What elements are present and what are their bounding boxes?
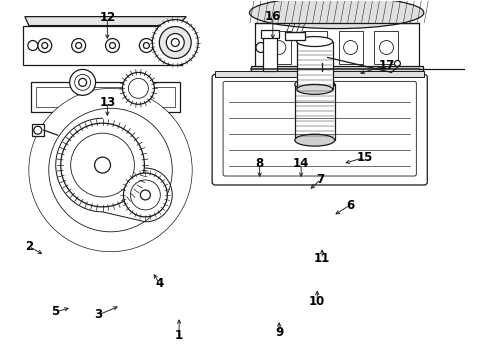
Circle shape bbox=[316, 51, 328, 63]
Bar bbox=[36, 87, 175, 107]
Circle shape bbox=[74, 75, 91, 90]
Circle shape bbox=[256, 42, 266, 53]
Circle shape bbox=[75, 42, 82, 49]
Text: 6: 6 bbox=[346, 199, 354, 212]
Text: 16: 16 bbox=[265, 10, 281, 23]
Circle shape bbox=[166, 33, 184, 51]
Circle shape bbox=[343, 41, 358, 54]
Bar bbox=[23, 26, 182, 66]
Text: 8: 8 bbox=[255, 157, 264, 170]
Circle shape bbox=[130, 180, 160, 210]
Bar bbox=[31, 82, 180, 112]
Circle shape bbox=[128, 78, 148, 98]
Ellipse shape bbox=[297, 84, 333, 94]
Circle shape bbox=[71, 133, 134, 197]
Circle shape bbox=[123, 173, 167, 217]
Circle shape bbox=[172, 39, 179, 46]
Bar bbox=[215, 71, 424, 77]
Ellipse shape bbox=[295, 134, 335, 146]
Bar bbox=[374, 31, 398, 64]
Ellipse shape bbox=[295, 78, 335, 90]
Circle shape bbox=[379, 41, 393, 54]
Text: 10: 10 bbox=[309, 296, 325, 309]
Text: 17: 17 bbox=[378, 59, 394, 72]
Circle shape bbox=[144, 42, 149, 49]
Circle shape bbox=[38, 39, 52, 53]
Text: 13: 13 bbox=[99, 96, 116, 109]
Text: 4: 4 bbox=[155, 278, 164, 291]
Circle shape bbox=[110, 42, 116, 49]
Circle shape bbox=[152, 20, 198, 66]
Circle shape bbox=[42, 42, 48, 49]
Bar bbox=[168, 30, 178, 62]
Bar bbox=[303, 31, 327, 64]
Text: 12: 12 bbox=[99, 12, 116, 24]
Text: 15: 15 bbox=[356, 151, 373, 164]
Bar bbox=[263, 33, 277, 71]
Text: 7: 7 bbox=[317, 173, 325, 186]
FancyBboxPatch shape bbox=[212, 75, 427, 185]
Circle shape bbox=[70, 69, 96, 95]
Text: 14: 14 bbox=[293, 157, 309, 170]
FancyBboxPatch shape bbox=[223, 81, 416, 176]
Bar bbox=[32, 124, 44, 136]
Bar bbox=[251, 67, 423, 72]
Ellipse shape bbox=[249, 0, 424, 28]
Circle shape bbox=[159, 27, 191, 58]
Circle shape bbox=[29, 88, 192, 252]
Text: 2: 2 bbox=[24, 240, 33, 253]
Bar bbox=[297, 41, 333, 89]
Circle shape bbox=[141, 190, 150, 200]
Ellipse shape bbox=[297, 37, 333, 46]
Circle shape bbox=[72, 39, 86, 53]
Text: 9: 9 bbox=[275, 326, 283, 339]
Bar bbox=[255, 23, 419, 72]
Circle shape bbox=[140, 39, 153, 53]
Circle shape bbox=[61, 123, 145, 207]
Circle shape bbox=[122, 72, 154, 104]
Circle shape bbox=[33, 92, 188, 248]
Circle shape bbox=[394, 60, 400, 67]
Bar bbox=[285, 32, 305, 40]
Circle shape bbox=[28, 41, 38, 50]
Circle shape bbox=[49, 108, 172, 232]
Bar bbox=[295, 84, 335, 140]
Circle shape bbox=[272, 41, 286, 54]
Circle shape bbox=[95, 157, 111, 173]
Circle shape bbox=[34, 126, 42, 134]
Polygon shape bbox=[25, 17, 186, 26]
Bar bbox=[261, 30, 279, 37]
Text: 11: 11 bbox=[314, 252, 330, 265]
Text: 1: 1 bbox=[175, 329, 183, 342]
Bar bbox=[267, 31, 291, 64]
Circle shape bbox=[78, 78, 87, 86]
Bar bbox=[339, 31, 363, 64]
Circle shape bbox=[105, 39, 120, 53]
Text: 5: 5 bbox=[51, 306, 60, 319]
Text: 3: 3 bbox=[95, 308, 102, 321]
Circle shape bbox=[308, 41, 322, 54]
